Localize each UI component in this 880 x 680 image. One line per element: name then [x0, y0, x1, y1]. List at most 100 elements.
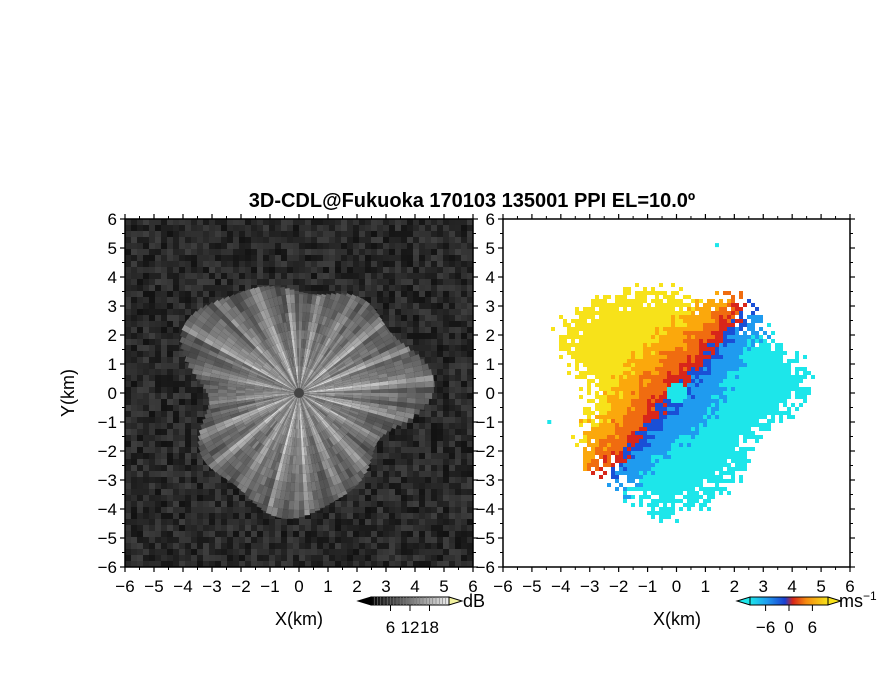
noise-cell	[233, 531, 239, 537]
noise-cell	[413, 327, 419, 333]
noise-cell	[323, 291, 329, 297]
noise-cell	[269, 231, 275, 237]
echo-gate	[303, 500, 310, 510]
echo-gate	[288, 500, 295, 510]
noise-cell	[137, 375, 143, 381]
noise-cell	[197, 399, 203, 405]
echo-gate	[271, 368, 280, 376]
noise-cell	[449, 333, 455, 339]
noise-cell	[377, 555, 383, 561]
noise-cell	[215, 237, 221, 243]
echo-gate	[313, 471, 320, 482]
echo-gate	[272, 422, 280, 431]
echo-gate	[308, 445, 314, 455]
noise-cell	[137, 351, 143, 357]
noise-cell	[311, 543, 317, 549]
noise-cell	[443, 489, 449, 495]
noise-cell	[329, 237, 335, 243]
noise-cell	[239, 243, 245, 249]
echo-gate	[306, 368, 311, 377]
noise-cell	[263, 261, 269, 267]
echo-gate	[214, 421, 225, 429]
noise-cell	[239, 267, 245, 273]
noise-cell	[455, 435, 461, 441]
noise-cell	[203, 525, 209, 531]
echo-gate	[289, 400, 295, 409]
noise-cell	[323, 561, 329, 567]
noise-cell	[311, 279, 317, 285]
echo-gate	[263, 457, 271, 468]
noise-cell	[455, 333, 461, 339]
noise-cell	[191, 561, 197, 567]
noise-cell	[299, 267, 305, 273]
noise-cell	[329, 225, 335, 231]
noise-cell	[413, 225, 419, 231]
echo-gate	[209, 376, 220, 383]
noise-cell	[251, 501, 257, 507]
noise-cell	[239, 519, 245, 525]
noise-cell	[323, 219, 329, 225]
noise-cell	[377, 225, 383, 231]
noise-cell	[125, 321, 131, 327]
noise-cell	[161, 507, 167, 513]
noise-cell	[395, 507, 401, 513]
echo-gate	[323, 347, 331, 357]
noise-cell	[299, 531, 305, 537]
noise-cell	[395, 261, 401, 267]
noise-cell	[167, 477, 173, 483]
noise-cell	[467, 525, 473, 531]
noise-cell	[209, 267, 215, 273]
echo-gate	[337, 293, 346, 304]
noise-cell	[131, 279, 137, 285]
noise-cell	[137, 483, 143, 489]
echo-gate	[398, 347, 409, 356]
echo-gate	[258, 408, 268, 415]
noise-cell	[353, 555, 359, 561]
echo-gate	[313, 499, 320, 509]
echo-gate	[243, 297, 253, 309]
noise-cell	[221, 519, 227, 525]
echo-gate	[283, 397, 292, 403]
noise-cell	[323, 267, 329, 273]
echo-gate	[321, 460, 328, 471]
noise-cell	[461, 369, 467, 375]
echo-gate	[282, 384, 292, 390]
echo-gate	[261, 425, 270, 434]
echo-gate	[214, 321, 225, 332]
echo-gate	[310, 416, 317, 426]
echo-gate	[318, 432, 325, 442]
noise-cell	[191, 273, 197, 279]
noise-cell	[377, 243, 383, 249]
noise-cell	[437, 351, 443, 357]
noise-cell	[179, 273, 185, 279]
echo-gate	[254, 397, 264, 402]
noise-cell	[437, 309, 443, 315]
noise-cell	[353, 495, 359, 501]
echo-gate	[414, 370, 424, 378]
echo-gate	[254, 394, 264, 398]
echo-gate	[323, 360, 332, 369]
noise-cell	[143, 393, 149, 399]
noise-cell	[161, 237, 167, 243]
noise-cell	[467, 561, 473, 567]
echo-gate	[236, 384, 246, 389]
noise-cell	[431, 387, 437, 393]
noise-cell	[293, 543, 299, 549]
echo-gate	[311, 350, 317, 360]
noise-cell	[155, 525, 161, 531]
noise-cell	[137, 561, 143, 567]
noise-cell	[275, 561, 281, 567]
noise-cell	[437, 435, 443, 441]
echo-gate	[276, 443, 283, 453]
echo-gate	[201, 370, 212, 377]
noise-cell	[407, 219, 413, 225]
echo-gate	[308, 408, 314, 417]
noise-cell	[305, 549, 311, 555]
noise-cell	[425, 531, 431, 537]
noise-cell	[209, 561, 215, 567]
echo-gate	[294, 482, 299, 492]
noise-cell	[227, 237, 233, 243]
noise-cell	[131, 219, 137, 225]
echo-gate	[301, 330, 305, 340]
noise-cell	[419, 249, 425, 255]
